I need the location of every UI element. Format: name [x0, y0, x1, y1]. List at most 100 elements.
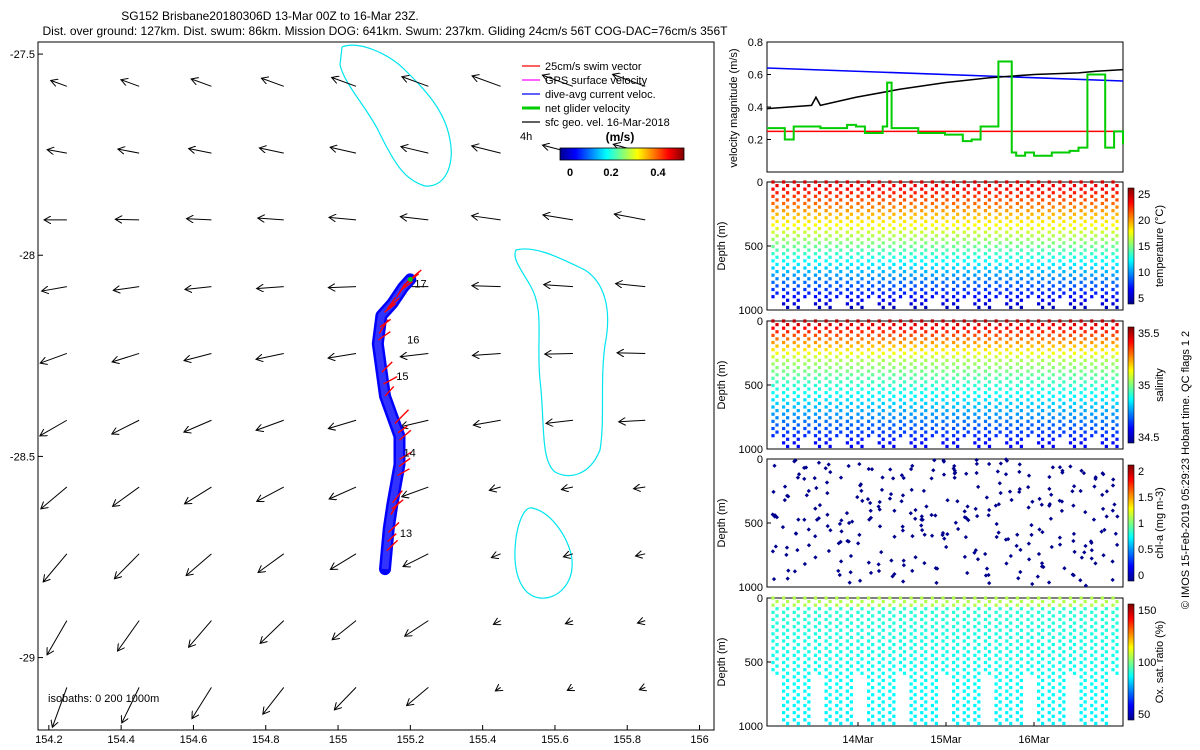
profile-colorbar-label: temperature (°C) — [1154, 205, 1166, 287]
profile-sample — [1009, 721, 1013, 726]
profile-sample — [1030, 430, 1034, 434]
profile-sample — [849, 205, 853, 209]
profile-sample — [849, 693, 853, 697]
surface-velocity-arrow — [192, 79, 212, 87]
profile-sample — [1090, 639, 1094, 643]
profile-sample — [1115, 183, 1119, 188]
profile-sample — [941, 237, 945, 241]
profile-sample — [835, 653, 839, 657]
profile-sample — [1104, 409, 1108, 413]
profile-sample — [909, 596, 913, 600]
profile-sample — [945, 298, 949, 302]
profile-sample — [977, 344, 981, 348]
profile-sample — [877, 441, 881, 445]
profile-sample — [956, 387, 960, 391]
profile-sample — [877, 223, 881, 227]
chl-sample — [1039, 561, 1045, 566]
profile-sample — [786, 183, 790, 188]
profile-sample — [994, 668, 998, 672]
profile-sample — [881, 291, 885, 295]
profile-sample — [839, 714, 843, 718]
profile-sample — [1037, 230, 1041, 234]
profile-sample — [920, 419, 924, 423]
profile-sample — [983, 369, 988, 373]
profile-sample — [930, 230, 934, 234]
profile-sample — [824, 319, 828, 323]
profile-sample — [920, 376, 924, 380]
profile-sample — [987, 226, 992, 231]
profile-sample — [902, 650, 907, 654]
profile-sample — [813, 302, 818, 306]
profile-sample — [1083, 423, 1087, 427]
profile-sample — [888, 230, 892, 234]
chl-sample — [890, 574, 895, 579]
profile-sample — [1041, 628, 1045, 632]
profile-sample — [835, 273, 839, 277]
profile-sample — [1115, 337, 1119, 341]
chl-sample — [901, 563, 906, 568]
profile-sample — [1026, 348, 1030, 352]
profile-sample — [849, 621, 853, 625]
profile-sample — [1111, 639, 1115, 643]
profile-sample — [902, 394, 907, 398]
profile-sample — [1079, 216, 1083, 220]
profile-sample — [888, 596, 892, 600]
chl-sample — [919, 517, 924, 522]
profile-sample — [792, 675, 796, 679]
profile-sample — [1041, 255, 1045, 259]
profile-sample — [839, 183, 843, 188]
surface-velocity-arrow — [116, 219, 140, 220]
profile-sample — [835, 675, 839, 679]
profile-sample — [930, 412, 934, 416]
profile-sample — [1015, 412, 1019, 416]
profile-sample — [1005, 419, 1009, 423]
profile-sample — [1015, 252, 1019, 256]
profile-sample — [966, 219, 970, 224]
profile-sample — [828, 373, 832, 377]
profile-sample — [860, 234, 864, 238]
profile-sample — [983, 625, 988, 629]
profile-sample — [898, 326, 903, 330]
profile-sample — [839, 351, 843, 355]
profile-sample — [1037, 391, 1041, 395]
profile-samples — [771, 180, 1119, 310]
profile-sample — [1051, 234, 1055, 238]
profile-sample — [977, 255, 981, 259]
profile-sample — [813, 295, 818, 299]
profile-sample — [1005, 223, 1009, 227]
profile-sample — [845, 703, 849, 708]
profile-sample — [1104, 183, 1108, 188]
profile-sample — [775, 351, 779, 355]
profile-sample — [1104, 373, 1108, 377]
chl-sample — [1110, 577, 1115, 583]
profile-sample — [998, 635, 1002, 640]
profile-sample — [1079, 340, 1083, 345]
profile-sample — [977, 358, 981, 363]
profile-sample — [807, 212, 811, 216]
profile-sample — [941, 244, 945, 249]
profile-sample — [775, 358, 779, 363]
profile-sample — [888, 441, 892, 445]
profile-sample — [1104, 298, 1108, 302]
profile-sample — [924, 191, 928, 195]
profile-sample — [1047, 441, 1051, 445]
profile-sample — [867, 689, 871, 693]
profile-sample — [796, 607, 800, 611]
profile-sample — [792, 362, 796, 366]
profile-sample — [1062, 330, 1066, 334]
profile-sample — [845, 333, 849, 337]
profile-sample — [1009, 635, 1013, 640]
profile-sample — [1094, 430, 1098, 434]
profile-sample — [1083, 284, 1087, 288]
profile-sample — [1019, 642, 1023, 647]
profile-sample — [966, 205, 970, 209]
surface-velocity-arrow — [43, 287, 67, 291]
profile-y-tick-label: 0 — [757, 177, 763, 189]
profile-sample — [930, 703, 934, 708]
profile-sample — [845, 632, 849, 636]
time-axis: 14Mar 15Mar 16Mar — [842, 722, 1050, 746]
profile-sample — [845, 302, 849, 306]
profile-sample — [1083, 686, 1087, 690]
profile-sample — [924, 358, 928, 363]
profile-sample — [987, 241, 992, 245]
